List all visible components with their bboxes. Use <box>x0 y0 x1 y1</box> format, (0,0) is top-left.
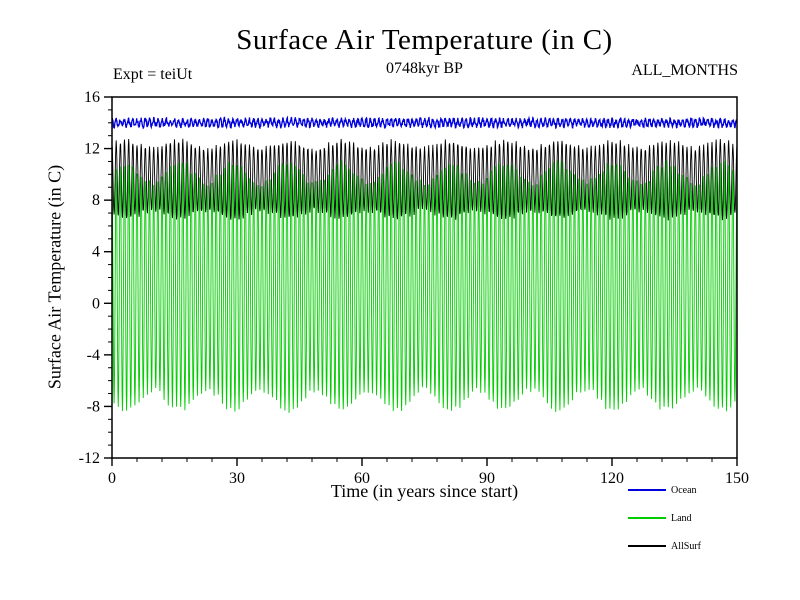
legend-item: Ocean <box>628 484 701 496</box>
y-tick-label: 16 <box>84 89 100 106</box>
y-tick-label: 4 <box>92 244 100 261</box>
legend: Ocean Land AllSurf <box>628 484 701 568</box>
x-tick-label: 120 <box>600 470 624 487</box>
x-tick-label: 0 <box>108 470 116 487</box>
series-Land <box>112 160 737 413</box>
chart-title: Surface Air Temperature (in C) <box>236 24 613 56</box>
y-axis-label: Surface Air Temperature (in C) <box>44 164 65 390</box>
y-tick-label: -12 <box>79 450 100 467</box>
y-tick-label: 8 <box>92 192 100 209</box>
legend-label: Land <box>671 512 692 524</box>
y-tick-label: 12 <box>84 141 100 158</box>
series-group <box>112 115 737 413</box>
series-AllSurf <box>112 138 737 221</box>
series-Ocean <box>112 115 737 130</box>
legend-item: AllSurf <box>628 540 701 552</box>
legend-swatch <box>628 517 666 519</box>
legend-swatch <box>628 489 666 491</box>
legend-swatch <box>628 545 666 547</box>
chart-subtitle: 0748kyr BP <box>386 60 463 77</box>
plot-frame <box>111 96 738 459</box>
x-tick-label: 150 <box>725 470 749 487</box>
x-tick-label: 90 <box>479 470 495 487</box>
x-tick-label: 60 <box>354 470 370 487</box>
y-tick-label: 0 <box>92 295 100 312</box>
experiment-label: Expt = teiUt <box>113 66 193 83</box>
y-tick-label: -4 <box>87 347 100 364</box>
legend-item: Land <box>628 512 701 524</box>
x-axis-label: Time (in years since start) <box>330 481 519 501</box>
y-tick-label: -8 <box>87 398 100 415</box>
months-label: ALL_MONTHS <box>631 62 738 79</box>
x-tick-label: 30 <box>229 470 245 487</box>
legend-label: Ocean <box>671 484 697 496</box>
legend-label: AllSurf <box>671 540 701 552</box>
